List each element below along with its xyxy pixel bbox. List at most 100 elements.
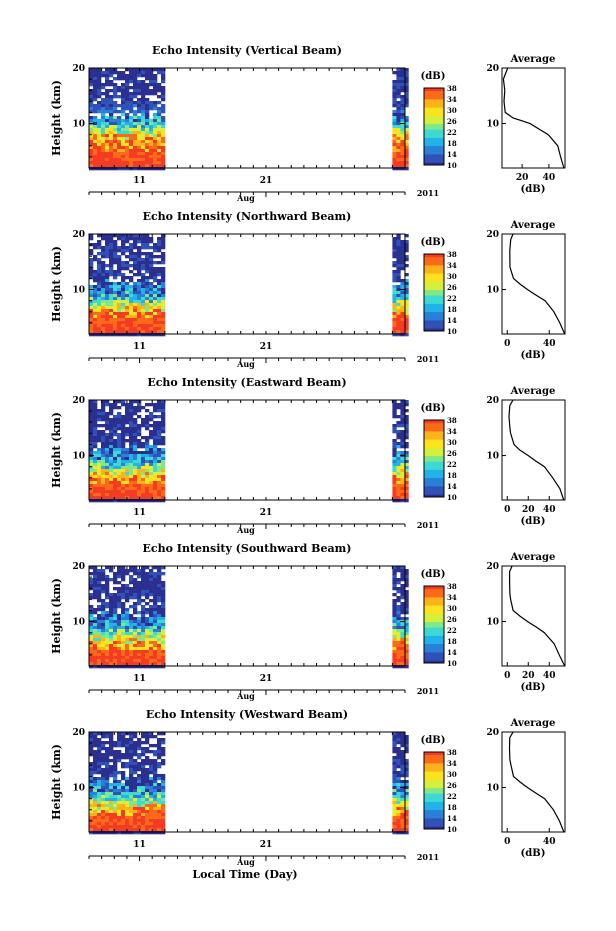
profile-y-tick-label: 10 <box>486 452 499 462</box>
heatmap-cell <box>141 303 146 307</box>
heatmap-cell <box>137 255 142 259</box>
heatmap-cell <box>149 285 154 289</box>
heatmap-cell <box>149 415 154 419</box>
heatmap-cell <box>153 409 158 413</box>
heatmap-cell <box>149 252 154 256</box>
heatmap-cell <box>93 116 98 120</box>
heatmap-cell <box>105 321 110 325</box>
heatmap-cell <box>129 578 134 582</box>
heatmap-cell <box>105 303 110 307</box>
heatmap-cell <box>105 74 110 78</box>
heatmap-cell <box>157 86 162 90</box>
figure-x-axis-title: Local Time (Day) <box>192 868 297 881</box>
heatmap-cell <box>396 590 401 594</box>
heatmap-cell <box>97 161 102 165</box>
heatmap-cell <box>113 578 118 582</box>
heatmap-cell <box>105 611 110 615</box>
heatmap-cell <box>153 143 158 147</box>
heatmap-cell <box>125 113 130 117</box>
heatmap-cell <box>93 412 98 416</box>
heatmap-cell <box>121 445 126 449</box>
heatmap-cell <box>157 149 162 153</box>
heatmap-cell <box>105 152 110 156</box>
heatmap-cell <box>153 330 158 334</box>
heatmap-cell <box>129 415 134 419</box>
heatmap-cell <box>137 472 142 476</box>
heatmap-cell <box>117 158 122 162</box>
heatmap-cell <box>121 466 126 470</box>
heatmap-cell <box>105 116 110 120</box>
heatmap-cell <box>101 164 106 168</box>
heatmap-cell <box>97 780 102 784</box>
heatmap-cell <box>121 77 126 81</box>
heatmap-cell <box>121 572 126 576</box>
heatmap-cell <box>109 68 114 72</box>
heatmap-cell <box>145 77 150 81</box>
heatmap-cell <box>400 825 405 829</box>
heatmap-cell <box>129 466 134 470</box>
heatmap-cell <box>133 312 138 316</box>
heatmap-cell <box>109 149 114 153</box>
heatmap-cell <box>157 798 162 802</box>
heatmap-cell <box>133 309 138 313</box>
heatmap-cell <box>396 309 401 313</box>
heatmap-cell <box>392 445 397 449</box>
heatmap-cell <box>404 490 409 494</box>
heatmap-cell <box>89 644 94 648</box>
heatmap-cell <box>400 140 405 144</box>
heatmap-cell <box>133 101 138 105</box>
heatmap-cell <box>396 614 401 618</box>
heatmap-cell <box>153 152 158 156</box>
heatmap-cell <box>129 318 134 322</box>
heatmap-cell <box>129 662 134 666</box>
heatmap-cell <box>89 83 94 87</box>
heatmap-cell <box>129 650 134 654</box>
heatmap-cell <box>153 430 158 434</box>
heatmap-cell <box>404 158 409 162</box>
heatmap-cell <box>161 270 166 274</box>
heatmap-cell <box>93 427 98 431</box>
heatmap-cell <box>149 825 154 829</box>
heatmap-cell <box>396 430 401 434</box>
heatmap-cell <box>117 478 122 482</box>
heatmap-cell <box>121 457 126 461</box>
heatmap-cell <box>404 71 409 75</box>
heatmap-cell <box>117 819 122 823</box>
heatmap-cell <box>129 813 134 817</box>
heatmap-cell <box>113 152 118 156</box>
heatmap-cell <box>396 647 401 651</box>
heatmap-cell <box>141 333 146 337</box>
heatmap-cell <box>125 822 130 826</box>
heatmap-cell <box>105 276 110 280</box>
heatmap-cell <box>396 801 401 805</box>
heatmap-cell <box>117 457 122 461</box>
heatmap-cell <box>105 831 110 835</box>
heatmap-cell <box>133 596 138 600</box>
heatmap-cell <box>117 291 122 295</box>
heatmap-cell <box>137 312 142 316</box>
heatmap-cell <box>161 243 166 247</box>
heatmap-cell <box>129 587 134 591</box>
heatmap-cell <box>396 164 401 168</box>
heatmap-cell <box>101 590 106 594</box>
heatmap-cell <box>157 294 162 298</box>
heatmap-cell <box>396 297 401 301</box>
heatmap-cell <box>105 774 110 778</box>
heatmap-cell <box>133 110 138 114</box>
heatmap-cell <box>93 140 98 144</box>
heatmap-cell <box>400 662 405 666</box>
profile-line <box>502 67 565 169</box>
heatmap-cell <box>121 641 126 645</box>
heatmap-cell <box>161 273 166 277</box>
heatmap-cell <box>161 732 166 736</box>
heatmap-cell <box>121 315 126 319</box>
heatmap-cell <box>89 406 94 410</box>
heatmap-cell <box>149 647 154 651</box>
heatmap-cell <box>97 252 102 256</box>
heatmap-cell <box>157 282 162 286</box>
heatmap-cell <box>161 481 166 485</box>
heatmap-cell <box>129 294 134 298</box>
heatmap-cell <box>145 89 150 93</box>
heatmap-cell <box>153 113 158 117</box>
colorbar-tick-label: 26 <box>447 117 457 126</box>
